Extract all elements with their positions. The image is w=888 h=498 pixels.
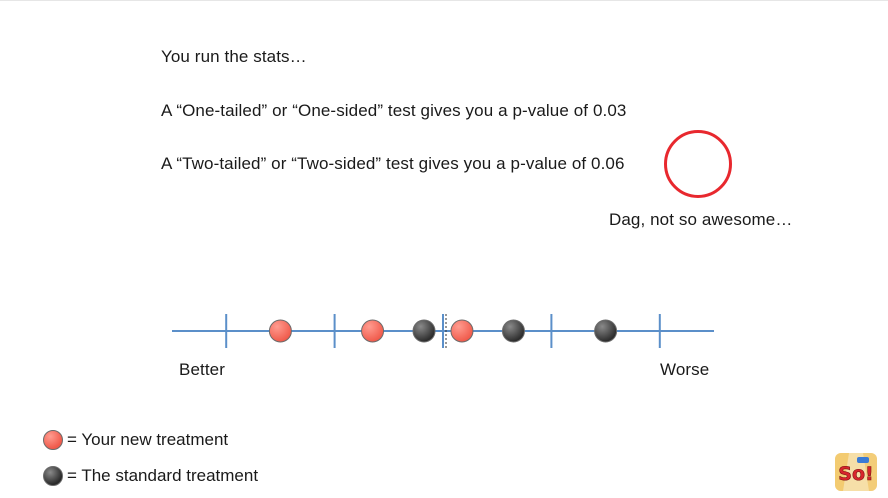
channel-logo: So! <box>835 453 877 491</box>
new-treatment-dot-1 <box>268 319 292 343</box>
intro-text: You run the stats… <box>161 47 307 66</box>
standard-treatment-dot-1 <box>412 319 436 343</box>
better-label: Better <box>179 360 225 379</box>
new-treatment-dot-3 <box>450 319 474 343</box>
standard-treatment-dot-3 <box>594 319 618 343</box>
legend-standard-treatment: = The standard treatment <box>43 464 258 488</box>
p-value-highlight-circle <box>664 130 732 198</box>
legend-standard-label: = The standard treatment <box>67 466 259 485</box>
legend-new-treatment: = Your new treatment <box>43 428 228 452</box>
so-logo-icon: So! <box>835 453 877 491</box>
red-dot-icon <box>43 430 63 450</box>
two-tailed-text: A “Two-tailed” or “Two-sided” test gives… <box>161 154 625 173</box>
reaction-text: Dag, not so awesome… <box>609 210 793 229</box>
top-divider <box>0 0 888 1</box>
worse-label: Worse <box>660 360 710 379</box>
legend-new-label: = Your new treatment <box>67 430 229 449</box>
standard-treatment-dot-2 <box>501 319 525 343</box>
svg-text:So!: So! <box>838 463 873 485</box>
new-treatment-dot-2 <box>361 319 385 343</box>
one-tailed-text: A “One-tailed” or “One-sided” test gives… <box>161 101 627 120</box>
dark-dot-icon <box>43 466 63 486</box>
